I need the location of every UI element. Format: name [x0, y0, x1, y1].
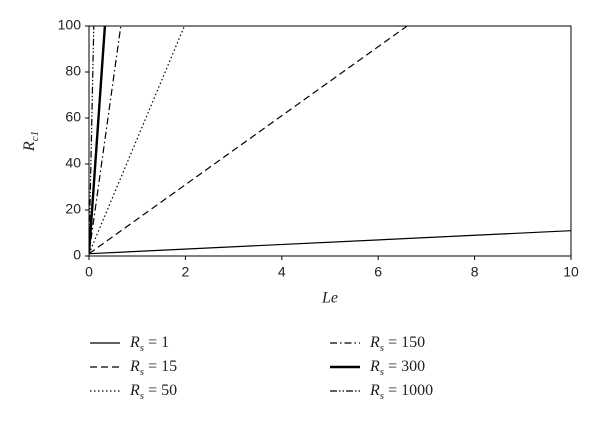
data-line [89, 26, 185, 254]
legend-label: Rs = 15 [129, 358, 177, 378]
x-tick-label: 4 [278, 264, 286, 280]
x-tick-label: 2 [182, 264, 190, 280]
data-line [89, 26, 95, 254]
legend-label: Rs = 1 [129, 334, 169, 354]
x-tick-label: 0 [85, 264, 93, 280]
y-tick-label: 80 [65, 63, 81, 79]
x-tick-label: 10 [563, 264, 579, 280]
plot-frame [88, 25, 572, 257]
legend-label: Rs = 1000 [369, 382, 433, 402]
y-tick-label: 20 [65, 201, 81, 217]
x-axis-label: Le [321, 290, 338, 307]
data-line [89, 26, 107, 254]
y-tick-label: 100 [58, 17, 82, 33]
x-tick-label: 6 [374, 264, 382, 280]
y-tick-label: 0 [73, 247, 81, 263]
legend-label: Rs = 300 [369, 358, 425, 378]
x-tick-label: 8 [471, 264, 479, 280]
legend-label: Rs = 50 [129, 382, 177, 402]
data-line [89, 26, 408, 255]
legend-label: Rs = 150 [369, 334, 425, 354]
data-line [89, 26, 122, 254]
y-axis-label: Rc1 [21, 131, 41, 152]
data-line [89, 230, 571, 255]
y-tick-label: 60 [65, 109, 81, 125]
y-tick-label: 40 [65, 155, 81, 171]
